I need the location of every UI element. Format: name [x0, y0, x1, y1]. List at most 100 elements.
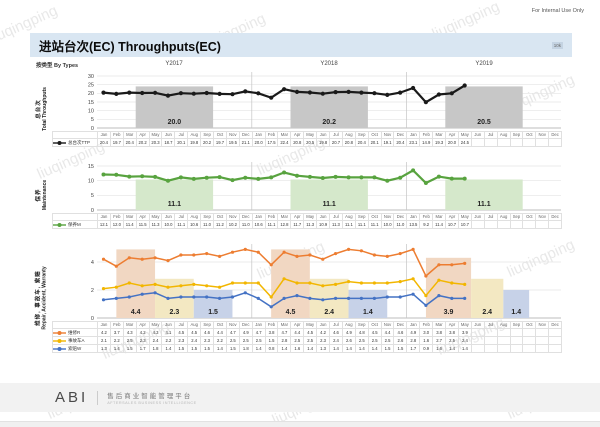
svg-text:4: 4 [91, 260, 94, 266]
value-cell: 2.3 [316, 336, 331, 345]
month-header-cell: May [457, 321, 472, 329]
value-cell: 4.7 [251, 328, 266, 337]
confidential-note: For Internal Use Only [531, 8, 584, 14]
value-cell: 20.3 [148, 138, 163, 147]
value-cell: 1.5 [174, 344, 189, 353]
svg-text:0: 0 [91, 126, 94, 130]
legend-line-icon [53, 330, 66, 335]
value-cell: 1.4 [303, 344, 318, 353]
legend-line-icon [53, 222, 66, 227]
value-cell: 1.4 [251, 344, 266, 353]
value-cell: 11.1 [341, 220, 356, 229]
month-header-cell: Nov [535, 321, 550, 329]
month-header-cell: Jun [316, 131, 331, 139]
value-cell: 1.6 [290, 344, 305, 353]
legend-label: 保养M [68, 221, 81, 227]
svg-text:4.4: 4.4 [131, 309, 141, 316]
value-cell: 17.5 [264, 138, 279, 147]
series-row: 事故车A 2.1 2.2 2.5 2.3 2.4 2.2 2.3 2.4 2.3 2.2 2.5 2.5… [52, 336, 563, 345]
value-cell: 4.4 [213, 328, 227, 337]
value-cell: 20.5 [303, 138, 318, 147]
month-header-cell: Mar [432, 131, 447, 139]
value-cell [535, 138, 550, 147]
value-cell: 4.5 [367, 328, 382, 337]
month-header-cell: Oct [213, 131, 227, 139]
month-header-cell: May [303, 131, 318, 139]
value-cell: 20.4 [97, 138, 111, 147]
month-header-cell: May [148, 213, 163, 221]
month-header-cell: Jul [174, 321, 189, 329]
value-cell: 19.5 [225, 138, 240, 147]
month-header-cell: Jun [161, 131, 176, 139]
month-header-cell: Jun [316, 213, 331, 221]
legend-line-icon [53, 346, 66, 351]
month-header-cell: Sep [509, 321, 524, 329]
month-header-cell: Oct [367, 131, 382, 139]
month-header-cell: Aug [496, 213, 511, 221]
value-cell: 2.4 [329, 336, 343, 345]
value-cell: 2.6 [341, 336, 356, 345]
month-header-cell: Apr [445, 321, 459, 329]
value-cell [483, 220, 498, 229]
month-header-cell: May [457, 131, 472, 139]
value-cell: 2.6 [393, 336, 408, 345]
value-cell: 2.5 [303, 336, 318, 345]
subheader-row: 按类型 By Types Y2017 Y2018 Y2019 [0, 60, 600, 70]
value-cell: 3.9 [457, 328, 472, 337]
svg-text:5: 5 [91, 117, 94, 123]
value-cell: 20.8 [341, 138, 356, 147]
side-label-en: Maintenance [42, 179, 49, 211]
side-label-cn: 总台次 [36, 99, 43, 119]
value-cell: 3.0 [419, 328, 434, 337]
month-header-cell: Nov [225, 213, 240, 221]
value-cell: 2.4 [187, 336, 202, 345]
month-header-cell: Jul [329, 131, 343, 139]
value-cell: 4.1 [161, 328, 176, 337]
series-legend: 索赔W [52, 344, 98, 353]
value-cell: 2.5 [290, 336, 305, 345]
value-cell: 10.2 [225, 220, 240, 229]
month-header-cell: Oct [213, 321, 227, 329]
page-title: 进站台次(EC) Throughputs(EC) [39, 39, 221, 54]
month-header-cell: Jul [329, 213, 343, 221]
svg-text:3.9: 3.9 [444, 309, 454, 316]
svg-text:20.2: 20.2 [322, 119, 336, 126]
svg-text:15: 15 [88, 164, 94, 170]
month-header-cell: Apr [445, 213, 459, 221]
value-cell [470, 344, 485, 353]
value-cell: 4.6 [329, 328, 343, 337]
value-cell: 23.1 [406, 138, 421, 147]
month-header-cell: Aug [341, 213, 356, 221]
year-label-2018: Y2018 [320, 61, 338, 67]
value-cell: 1.7 [135, 344, 150, 353]
month-header-cell: Sep [509, 131, 524, 139]
month-header-cell: Dec [548, 131, 563, 139]
value-cell: 12.8 [277, 220, 292, 229]
month-header-cell: Jun [161, 321, 176, 329]
value-cell: 2.8 [406, 336, 421, 345]
month-header-cell: Jul [174, 213, 189, 221]
series-legend: 保养M [52, 220, 98, 229]
svg-text:11.1: 11.1 [168, 201, 181, 208]
value-cell: 19.3 [432, 138, 447, 147]
value-cell [509, 138, 524, 147]
value-cell: 4.2 [97, 328, 111, 337]
value-cell [535, 328, 550, 337]
value-cell [509, 220, 524, 229]
value-cell: 9.2 [419, 220, 434, 229]
value-cell: 2.2 [161, 336, 176, 345]
year-label-2017: Y2017 [165, 61, 183, 67]
month-header-cell: Mar [277, 321, 292, 329]
side-label-en: Total Throughputs [42, 87, 49, 131]
month-header-cell: Sep [200, 213, 215, 221]
value-cell: 1.4 [329, 344, 343, 353]
value-cell: 2.5 [225, 336, 240, 345]
value-cell: 20.7 [329, 138, 343, 147]
value-cell [522, 220, 537, 229]
svg-text:30: 30 [88, 74, 94, 80]
month-header-cell: Sep [200, 131, 215, 139]
month-header-row: Jan Feb Mar Apr May Jun Jul Aug Sep Oct Nov Dec Jan F… [52, 131, 563, 139]
value-cell: 0.9 [419, 344, 434, 353]
series-row: 总台次TTP 20.4 19.7 20.4 20.2 20.3 18.7 20.1 19.8 20… [52, 138, 563, 147]
